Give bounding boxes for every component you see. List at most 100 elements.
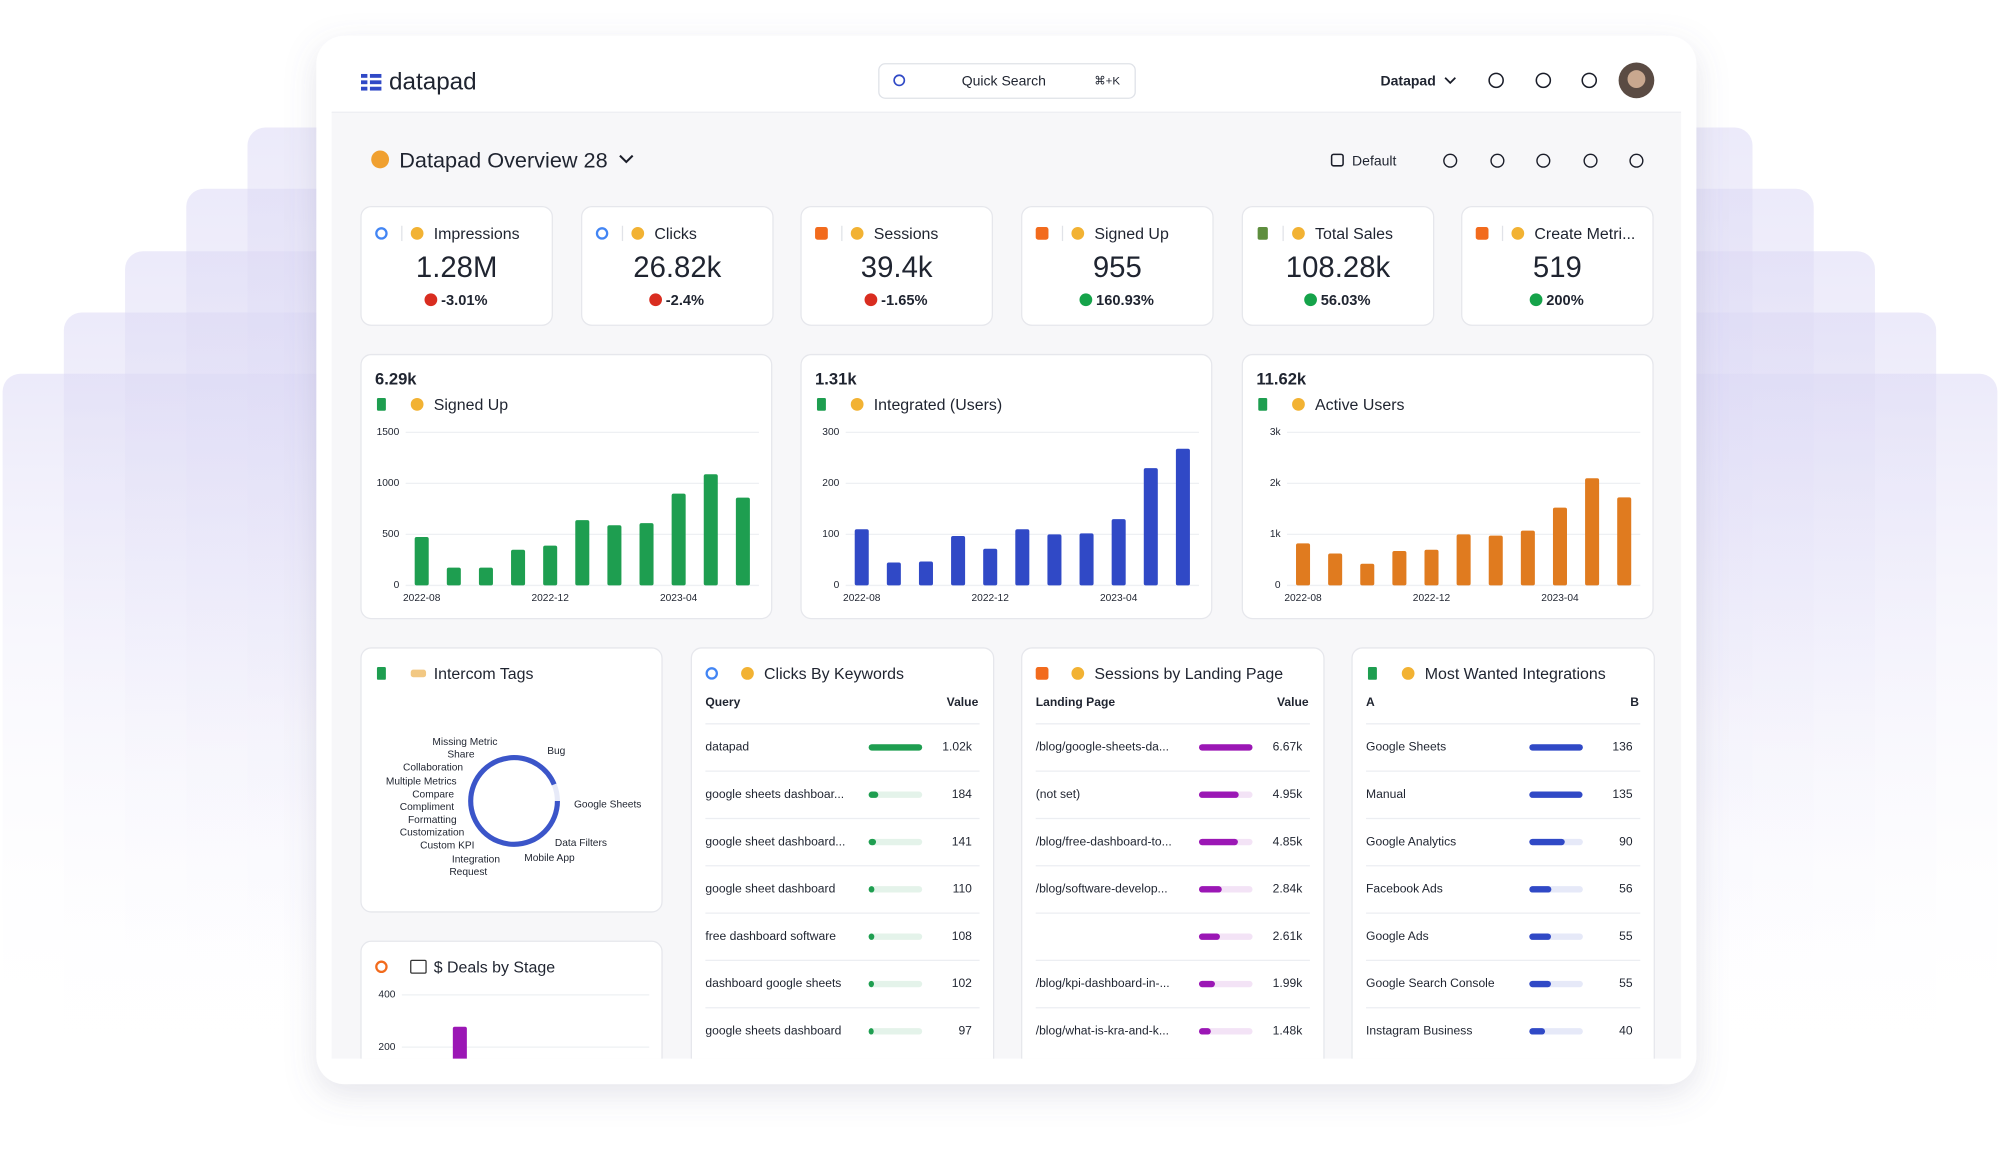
tag-emoji [410, 669, 427, 678]
table-bar [1198, 933, 1220, 940]
bar [1047, 534, 1062, 586]
toolbar-button[interactable] [1536, 153, 1551, 168]
bar [1015, 529, 1030, 586]
bar-track [868, 791, 923, 798]
y-tick-label: 2k [1270, 478, 1282, 489]
deals-card: $ Deals by Stage 200 400 [360, 940, 663, 1059]
tag-label: Mobile App [524, 853, 575, 864]
row-value: 184 [952, 787, 972, 801]
row-label: google sheet dashboard [705, 882, 835, 896]
emoji-icon [631, 227, 645, 240]
row-label: Google Ads [1366, 929, 1429, 943]
row-value: 102 [952, 976, 972, 990]
header-icon-button[interactable] [1581, 72, 1598, 89]
sheets-icon [376, 397, 386, 411]
row-label: /blog/google-sheets-da... [1036, 740, 1169, 754]
y-tick-label: 1k [1270, 529, 1282, 540]
column-header: Landing Page [1036, 695, 1116, 709]
tag-label: Custom KPI [420, 840, 474, 851]
table-bar [1529, 838, 1565, 846]
toolbar-button[interactable] [1583, 153, 1598, 168]
card [800, 353, 1213, 620]
row-value: 108 [952, 929, 972, 943]
tag-label: Collaboration [403, 763, 463, 774]
toolbar-button[interactable] [1490, 153, 1505, 168]
google-icon [375, 227, 388, 240]
kpi-label: Impressions [434, 226, 520, 243]
emoji-icon [410, 397, 424, 411]
table-bar [1529, 791, 1583, 798]
search-box[interactable] [878, 63, 1136, 99]
column-header: Value [1277, 695, 1309, 709]
table-bar [868, 791, 879, 798]
table-bar [1198, 1028, 1211, 1035]
chart-card: 6.29k Signed Up 0 500 1000 1500 2022-08 2022-12… [360, 353, 773, 620]
emoji-icon [1292, 227, 1305, 240]
header-icon-button[interactable] [1535, 72, 1552, 89]
column-header: Query [705, 695, 740, 709]
row-value: 55 [1619, 976, 1633, 990]
x-tick-label: 2022-08 [403, 593, 441, 604]
bar [478, 567, 493, 586]
table-bar [1198, 980, 1215, 988]
bar [735, 497, 750, 586]
row-label: Google Sheets [1366, 740, 1446, 754]
row-value: 90 [1619, 834, 1633, 848]
chart-headline: 11.62k [1256, 369, 1307, 388]
bar-track [868, 886, 923, 893]
kpi-value: 26.82k [633, 251, 721, 284]
chart-card: 11.62k Active Users 0 1k 2k 3k 2022-08 2022-12 2… [1241, 353, 1654, 620]
tag-label: Request [449, 867, 487, 878]
kpi-change: 56.03% [1321, 293, 1371, 309]
workspace-selector[interactable]: Datapad [1380, 72, 1435, 88]
row-value: 135 [1612, 787, 1632, 801]
x-tick-label: 2022-12 [1413, 593, 1451, 604]
kpi-card: Create Metri... 519 200% [1461, 205, 1654, 326]
bar-track [868, 980, 923, 988]
row-label: Google Analytics [1366, 834, 1456, 848]
bar [414, 536, 429, 586]
row-value: 97 [958, 1024, 972, 1038]
row-value: 1.48k [1273, 1024, 1304, 1038]
dashboard-title[interactable]: Datapad Overview 28 [399, 148, 607, 173]
kpi-change: 160.93% [1096, 293, 1154, 309]
kpi-value: 1.28M [416, 251, 498, 284]
toolbar-button[interactable] [1629, 153, 1644, 168]
bar [607, 525, 622, 586]
view-selector[interactable]: Default [1352, 153, 1397, 169]
row-value: 136 [1612, 740, 1632, 754]
emoji-icon [850, 227, 864, 240]
row-label: /blog/what-is-kra-and-k... [1036, 1024, 1169, 1038]
kpi-change: 200% [1546, 293, 1584, 309]
card [800, 205, 993, 326]
lower-section: Intercom Tags Missing Metric Share Collabor… [360, 647, 1655, 1059]
bar [1175, 448, 1190, 586]
header-icon-button[interactable] [1488, 72, 1504, 89]
kpi-change: -2.4% [666, 293, 704, 309]
kpi-card: Clicks 26.82k -2.4% [581, 205, 774, 326]
toolbar-button[interactable] [1443, 153, 1458, 168]
bar [886, 562, 901, 586]
bar [951, 535, 966, 586]
logo-bar [361, 80, 368, 85]
row-value: 40 [1619, 1024, 1633, 1038]
row-label: dashboard google sheets [705, 976, 841, 990]
bar [703, 474, 718, 586]
logo-bar [369, 86, 382, 91]
x-tick-label: 2022-12 [531, 593, 569, 604]
datapad-source-icon [1035, 227, 1049, 240]
bar [1111, 519, 1126, 586]
bar [983, 548, 998, 586]
hubspot-icon [375, 960, 388, 974]
kpi-value: 108.28k [1286, 251, 1391, 284]
bar [1617, 497, 1632, 586]
table-bar [1529, 1028, 1546, 1035]
row-label: Manual [1366, 787, 1406, 801]
x-tick-label: 2023-04 [1100, 593, 1138, 604]
kpi-value: 955 [1093, 251, 1142, 284]
bar [639, 523, 654, 586]
card [360, 353, 773, 620]
table-card: Most Wanted Integrations A B Google Sheets 1… [1351, 647, 1655, 1059]
